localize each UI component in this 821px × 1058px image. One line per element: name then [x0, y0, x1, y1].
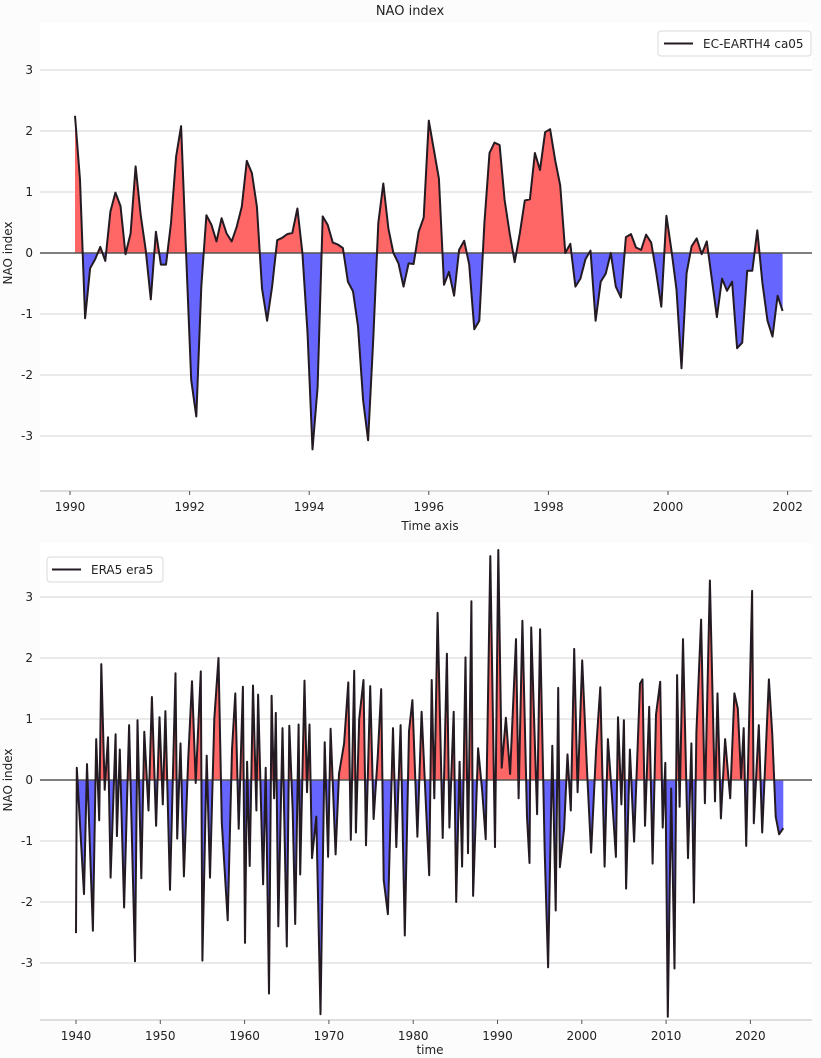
x-tick-label: 1992: [174, 500, 205, 514]
x-tick-label: 1994: [294, 500, 325, 514]
y-tick-label: 3: [25, 590, 33, 604]
figure-title: NAO index: [376, 4, 445, 19]
legend[interactable]: ERA5 era5: [46, 556, 164, 583]
plot-area: [40, 23, 812, 491]
y-axis-label: NAO index: [1, 221, 15, 284]
y-axis-label: NAO index: [1, 748, 15, 811]
series-lines: [40, 115, 812, 451]
y-tick-label: 1: [25, 712, 33, 726]
y-tick-label: -1: [21, 307, 33, 321]
x-tick-label: 2020: [735, 1029, 766, 1043]
ec-earth-panel: 3 2 1 0 -1 -2 -3 1990 1992 1994 1996 1998 2000 2002 T…: [1, 23, 812, 533]
x-tick-label: 1960: [229, 1029, 260, 1043]
series-line: [75, 549, 785, 1018]
series-line: [74, 115, 784, 451]
x-tick-label: 1970: [314, 1029, 345, 1043]
tick-labels: 3 2 1 0 -1 -2 -3 1940 1950 1960 1970 1980 1990 2000 20…: [21, 590, 766, 1043]
legend-entry: EC-EARTH4 ca05: [703, 37, 804, 51]
y-tick-label: 0: [25, 773, 33, 787]
legend-box: [46, 556, 164, 583]
y-tick-label: -2: [21, 895, 33, 909]
x-tick-label: 1996: [414, 500, 445, 514]
x-tick-label: 2002: [772, 500, 803, 514]
x-tick-label: 1998: [533, 500, 564, 514]
x-tick-label: 1950: [145, 1029, 176, 1043]
x-axis-label: time: [416, 1043, 443, 1057]
x-tick-label: 1980: [398, 1029, 429, 1043]
positive-fill-area: [75, 115, 783, 253]
x-tick-label: 1990: [55, 500, 86, 514]
y-tick-label: 2: [25, 651, 33, 665]
x-tick-label: 1990: [482, 1029, 513, 1043]
legend-box: [657, 30, 812, 57]
y-tick-label: 3: [25, 63, 33, 77]
legend[interactable]: EC-EARTH4 ca05: [657, 30, 812, 57]
x-tick-label: 1940: [61, 1029, 92, 1043]
tick-labels: 3 2 1 0 -1 -2 -3 1990 1992 1994 1996 1998 2000 2002: [21, 63, 803, 514]
x-tick-label: 2000: [653, 500, 684, 514]
y-tick-label: -3: [21, 956, 33, 970]
y-tick-label: 1: [25, 185, 33, 199]
y-tick-label: -1: [21, 834, 33, 848]
era5-panel: 3 2 1 0 -1 -2 -3 1940 1950 1960 1970 1980 1990 2000 20…: [1, 543, 812, 1057]
x-axis-label: Time axis: [400, 519, 458, 533]
y-tick-label: -2: [21, 368, 33, 382]
y-tick-label: -3: [21, 429, 33, 443]
y-tick-label: 0: [25, 246, 33, 260]
y-tick-label: 2: [25, 124, 33, 138]
series-lines: [40, 549, 812, 1018]
x-tick-label: 2000: [567, 1029, 598, 1043]
legend-entry: ERA5 era5: [91, 563, 153, 577]
x-tick-label: 2010: [651, 1029, 682, 1043]
